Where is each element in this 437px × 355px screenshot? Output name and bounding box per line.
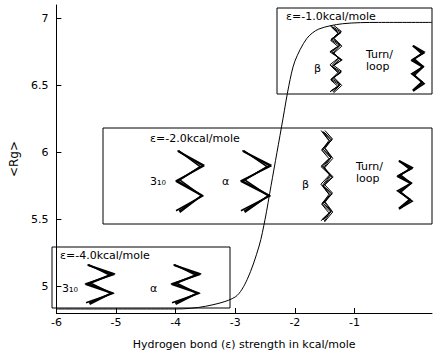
svg-text:β: β <box>314 62 321 75</box>
svg-text:loop: loop <box>366 60 390 73</box>
svg-text:-4: -4 <box>170 316 181 329</box>
svg-text:-2: -2 <box>289 316 300 329</box>
svg-text:5.5: 5.5 <box>31 213 49 226</box>
svg-text:α: α <box>222 175 229 188</box>
svg-text:5: 5 <box>41 280 48 293</box>
svg-text:<Rg>: <Rg> <box>7 141 21 177</box>
svg-text:-3: -3 <box>230 316 241 329</box>
svg-text:3₁₀: 3₁₀ <box>62 282 78 295</box>
svg-text:ε=-1.0kcal/mole: ε=-1.0kcal/mole <box>286 10 376 23</box>
svg-text:Turn/: Turn/ <box>356 159 383 173</box>
svg-text:ε=-2.0kcal/mole: ε=-2.0kcal/mole <box>150 132 240 145</box>
svg-text:-6: -6 <box>51 316 62 329</box>
svg-text:β: β <box>302 178 309 191</box>
svg-text:-1: -1 <box>349 316 360 329</box>
svg-text:α: α <box>150 282 157 295</box>
svg-text:3₁₀: 3₁₀ <box>150 175 166 188</box>
svg-text:7: 7 <box>41 12 48 25</box>
svg-text:6.5: 6.5 <box>31 79 49 92</box>
svg-text:Hydrogen bond (ε) strength in: Hydrogen bond (ε) strength in kcal/mole <box>133 338 356 351</box>
svg-text:-5: -5 <box>111 316 122 329</box>
svg-text:Turn/: Turn/ <box>366 47 393 61</box>
svg-text:6: 6 <box>41 146 48 159</box>
svg-text:loop: loop <box>356 172 380 185</box>
svg-text:ε=-4.0kcal/mole: ε=-4.0kcal/mole <box>60 249 150 262</box>
